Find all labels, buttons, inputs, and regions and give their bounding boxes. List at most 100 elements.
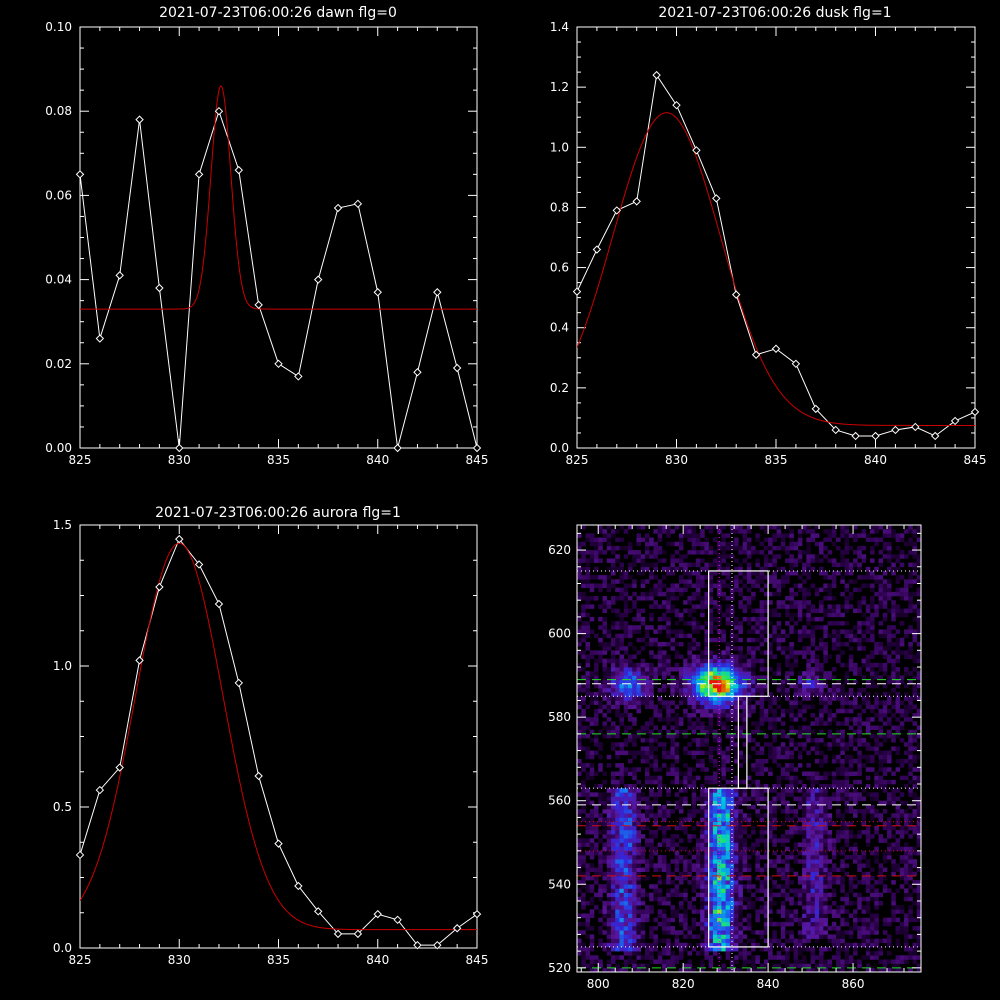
heatmap-cell bbox=[712, 583, 718, 588]
heatmap-cell bbox=[670, 667, 675, 672]
heatmap-cell bbox=[691, 855, 697, 860]
heatmap-cell bbox=[831, 880, 837, 885]
heatmap-cell bbox=[598, 813, 603, 818]
heatmap-cell bbox=[814, 625, 820, 630]
heatmap-cell bbox=[619, 900, 625, 906]
heatmap-cell bbox=[742, 792, 748, 797]
heatmap-cell bbox=[610, 679, 616, 685]
heatmap-cell bbox=[704, 708, 709, 714]
heatmap-cell bbox=[776, 662, 782, 668]
heatmap-cell bbox=[674, 621, 680, 626]
heatmap-cell bbox=[819, 587, 824, 593]
heatmap-cell bbox=[589, 541, 595, 547]
heatmap-cell bbox=[831, 955, 837, 960]
heatmap-cell bbox=[649, 813, 654, 818]
heatmap-cell bbox=[598, 959, 603, 964]
heatmap-cell bbox=[610, 905, 616, 910]
x-tick-label: 825 bbox=[566, 453, 589, 467]
heatmap-cell bbox=[712, 788, 718, 793]
heatmap-cell bbox=[746, 667, 752, 672]
heatmap-cell bbox=[785, 955, 790, 960]
heatmap-cell bbox=[691, 729, 697, 735]
heatmap-cell bbox=[683, 909, 688, 914]
heatmap-cell bbox=[623, 725, 629, 730]
heatmap-cell bbox=[644, 771, 650, 776]
heatmap-cell bbox=[823, 855, 828, 860]
heatmap-cell bbox=[695, 796, 701, 802]
heatmap-cell bbox=[717, 926, 722, 931]
heatmap-cell bbox=[670, 750, 675, 756]
heatmap-cell bbox=[712, 775, 718, 781]
heatmap-cell bbox=[602, 658, 608, 664]
heatmap-cell bbox=[619, 658, 625, 664]
heatmap-cell bbox=[670, 809, 675, 814]
heatmap-cell bbox=[823, 587, 828, 593]
heatmap-cell bbox=[610, 804, 616, 810]
heatmap-cell bbox=[585, 951, 591, 956]
heatmap-cell bbox=[751, 792, 756, 797]
heatmap-cell bbox=[627, 788, 633, 793]
heatmap-cell bbox=[797, 888, 803, 893]
heatmap-cell bbox=[712, 683, 718, 689]
heatmap-cell bbox=[653, 704, 658, 710]
heatmap-cell bbox=[819, 804, 824, 810]
heatmap-cell bbox=[670, 692, 675, 697]
heatmap-cell bbox=[610, 625, 616, 630]
heatmap-cell bbox=[797, 679, 803, 685]
heatmap-cell bbox=[610, 779, 616, 785]
heatmap-cell bbox=[640, 729, 646, 735]
heatmap-cell bbox=[789, 671, 794, 676]
heatmap-cell bbox=[759, 905, 765, 910]
heatmap-cell bbox=[721, 859, 726, 864]
heatmap-cell bbox=[738, 525, 743, 530]
heatmap-cell bbox=[632, 692, 637, 697]
heatmap-cell bbox=[755, 725, 760, 730]
heatmap-cell bbox=[831, 842, 837, 847]
heatmap-cell bbox=[729, 621, 735, 626]
data-point-marker bbox=[95, 334, 105, 343]
heatmap-cell bbox=[695, 863, 701, 868]
heatmap-cell bbox=[691, 784, 697, 789]
heatmap-cell bbox=[840, 850, 845, 856]
heatmap-cell bbox=[640, 562, 646, 568]
heatmap-cell bbox=[772, 679, 777, 685]
heatmap-cell bbox=[627, 867, 633, 873]
heatmap-cell bbox=[759, 963, 765, 969]
heatmap-cell bbox=[619, 667, 625, 672]
heatmap-cell bbox=[593, 696, 599, 701]
heatmap-cell bbox=[700, 600, 705, 605]
heatmap-cell bbox=[840, 921, 845, 927]
heatmap-cell bbox=[823, 570, 828, 576]
heatmap-cell bbox=[670, 909, 675, 914]
heatmap-cell bbox=[823, 700, 828, 705]
heatmap-cell bbox=[623, 604, 629, 609]
heatmap-cell bbox=[789, 850, 794, 856]
heatmap-cell bbox=[848, 926, 854, 931]
heatmap-cell bbox=[725, 533, 731, 538]
heatmap-cell bbox=[853, 809, 858, 814]
heatmap-cell bbox=[666, 750, 671, 756]
heatmap-cell bbox=[734, 712, 739, 718]
x-tick-label: 835 bbox=[267, 453, 290, 467]
heatmap-cell bbox=[636, 687, 642, 693]
heatmap-cell bbox=[785, 959, 790, 964]
heatmap-cell bbox=[695, 558, 701, 563]
heatmap-cell bbox=[695, 892, 701, 898]
heatmap-cell bbox=[670, 725, 675, 730]
heatmap-cell bbox=[640, 570, 646, 576]
heatmap-cell bbox=[700, 742, 705, 747]
heatmap-cell bbox=[729, 779, 735, 785]
heatmap-cell bbox=[819, 809, 824, 814]
heatmap-cell bbox=[759, 566, 765, 572]
heatmap-cell bbox=[831, 541, 837, 547]
heatmap-cell bbox=[695, 758, 701, 764]
heatmap-cell bbox=[610, 800, 616, 806]
heatmap-cell bbox=[755, 767, 760, 772]
heatmap-cell bbox=[623, 942, 629, 948]
heatmap-cell bbox=[700, 809, 705, 814]
heatmap-cell bbox=[772, 892, 777, 898]
heatmap-cell bbox=[598, 692, 603, 697]
heatmap-cell bbox=[661, 591, 667, 597]
heatmap-cell bbox=[755, 629, 760, 634]
heatmap-cell bbox=[704, 796, 709, 802]
